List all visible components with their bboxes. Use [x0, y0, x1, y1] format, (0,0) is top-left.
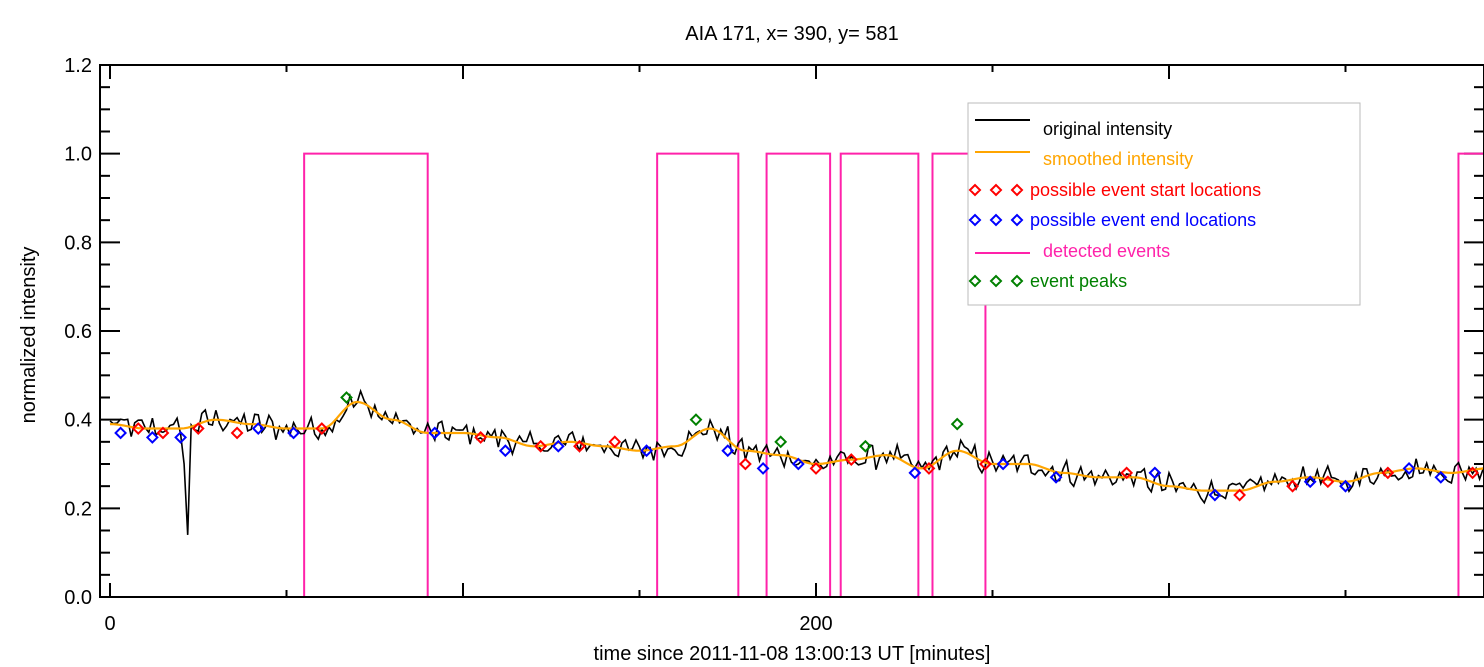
event-end-marker: [551, 439, 565, 453]
event-start-marker: [608, 435, 622, 449]
event-peak-marker: [859, 439, 872, 453]
legend: original intensity smoothed intensity po…: [967, 102, 1361, 306]
event-end-marker: [908, 466, 922, 480]
legend-entry-events: detected events: [975, 241, 1170, 261]
event-end-markers: [114, 422, 1448, 502]
x-axis-label: time since 2011-11-08 13:00:13 UT [minut…: [594, 643, 991, 665]
event-start-marker: [534, 439, 548, 453]
legend-label: smoothed intensity: [1043, 149, 1193, 169]
event-start-marker: [1233, 488, 1247, 502]
event-end-marker: [756, 462, 770, 475]
event-peak-marker: [340, 391, 353, 404]
event-start-marker: [1321, 475, 1335, 489]
event-end-marker: [145, 430, 159, 444]
axis-ticks: [100, 64, 1484, 598]
legend-swatch: [968, 213, 1024, 227]
plot-frame: [99, 64, 1484, 598]
detected-events-line: [110, 152, 1484, 598]
y-tick-label: 0.6: [64, 321, 92, 343]
y-tick-label: 0.2: [64, 498, 92, 520]
legend-entry-original: original intensity: [975, 119, 1172, 139]
event-end-marker: [287, 426, 300, 440]
event-end-marker: [996, 457, 1010, 471]
legend-swatch: [968, 183, 1024, 197]
event-start-marker: [474, 430, 488, 444]
event-end-marker: [1208, 488, 1222, 502]
event-start-marker: [1466, 466, 1479, 480]
detected-events-series: [110, 152, 1484, 598]
event-end-marker: [1339, 479, 1352, 493]
event-start-marker: [315, 422, 329, 435]
event-end-marker: [640, 444, 653, 458]
y-tick-label: 1.0: [64, 144, 92, 166]
legend-entry-end: possible event end locations: [968, 210, 1256, 230]
legend-label: event peaks: [1030, 271, 1127, 291]
tick-labels: 02004006000.00.20.40.60.81.01.2: [64, 55, 833, 635]
y-tick-label: 0.0: [64, 587, 92, 609]
event-end-marker: [1303, 475, 1317, 489]
event-end-marker: [428, 426, 442, 440]
legend-entry-smoothed: smoothed intensity: [975, 149, 1193, 169]
y-tick-label: 0.8: [64, 232, 92, 254]
event-end-marker: [1434, 470, 1448, 484]
event-start-marker: [809, 462, 823, 475]
y-axis-label: normalized intensity: [18, 247, 40, 424]
event-start-marker: [1286, 479, 1299, 493]
event-end-marker: [114, 426, 128, 440]
event-start-marker: [922, 462, 936, 475]
event-start-marker: [131, 422, 145, 435]
event-start-marker: [738, 457, 752, 471]
event-start-marker: [230, 426, 244, 440]
event-end-marker: [1402, 462, 1416, 475]
event-start-marker: [573, 439, 586, 453]
event-start-marker: [1120, 466, 1134, 480]
y-tick-label: 1.2: [64, 55, 92, 77]
event-start-marker: [1381, 466, 1395, 480]
event-peak-marker: [689, 413, 703, 427]
y-tick-label: 0.4: [64, 410, 92, 432]
event-start-marker: [191, 422, 205, 435]
original-intensity-line: [109, 388, 1484, 535]
event-end-marker: [791, 457, 805, 471]
legend-label: original intensity: [1043, 119, 1172, 139]
event-start-markers: [131, 422, 1479, 502]
event-end-marker: [498, 444, 512, 458]
legend-box: [967, 102, 1361, 306]
legend-label: detected events: [1043, 241, 1170, 261]
x-tick-label: 200: [799, 613, 832, 635]
x-tick-label: 0: [104, 613, 115, 635]
legend-entry-start: possible event start locations: [968, 180, 1261, 200]
legend-label: possible event start locations: [1030, 180, 1261, 200]
event-end-marker: [1148, 466, 1162, 480]
event-end-marker: [721, 444, 735, 458]
event-end-marker: [251, 422, 265, 435]
event-peak-marker: [774, 435, 788, 449]
event-peak-marker: [950, 417, 964, 431]
event-start-marker: [844, 453, 858, 466]
legend-label: possible event end locations: [1030, 210, 1256, 230]
event-start-marker: [979, 457, 992, 471]
chart-title: AIA 171, x= 390, y= 581: [685, 23, 899, 45]
legend-swatch: [968, 274, 1024, 288]
event-peak-markers: [340, 391, 964, 453]
event-end-marker: [174, 430, 188, 444]
event-start-marker: [156, 426, 170, 440]
legend-entry-peaks: event peaks: [968, 271, 1127, 291]
event-end-marker: [1049, 470, 1063, 484]
